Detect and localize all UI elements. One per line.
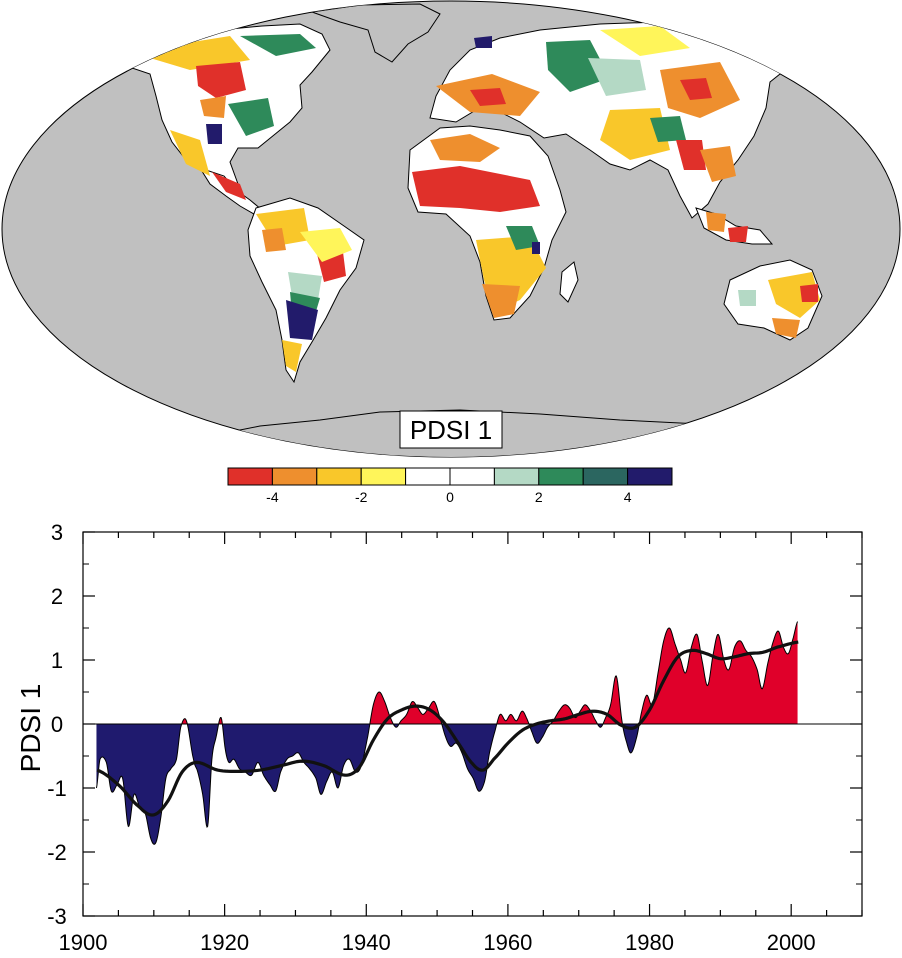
pc-area-fill: [96, 621, 798, 845]
positive-area: [639, 621, 798, 724]
colorbar: -4 -2 0 2 4: [227, 467, 673, 505]
colorbar-labels: -4 -2 0 2 4: [266, 489, 632, 505]
y-tick-label: -2: [47, 840, 67, 865]
x-tick-label: 1960: [483, 930, 532, 955]
negative-area: [528, 724, 551, 744]
landmass-madagascar: [559, 261, 579, 303]
colorbar-swatches: [227, 467, 673, 486]
negative-area: [393, 724, 400, 728]
negative-area: [222, 724, 370, 795]
pc-smoothed-line: [96, 640, 799, 817]
landmass-greenland: [311, 3, 441, 63]
y-axis-label: PDSI 1: [15, 684, 46, 773]
pdsi-timeseries-chart: -3 -2 -1 0 1 2 3 1900 1920 1940 1960 1980 2000 PDSI…: [15, 520, 863, 955]
y-tick-label: 1: [51, 648, 63, 673]
y-tick-label: 3: [51, 520, 63, 545]
x-tick-label: 1940: [342, 930, 391, 955]
pc-raw-line: [95, 621, 799, 845]
x-tick-label: 1920: [200, 930, 249, 955]
colorbar-tick-label: 0: [446, 489, 454, 505]
colorbar-tick-label: 4: [624, 489, 632, 505]
colorbar-swatch: [493, 467, 540, 486]
colorbar-swatch: [582, 467, 629, 486]
y-tick-label: -1: [47, 776, 67, 801]
colorbar-swatch: [538, 467, 584, 486]
x-tick-label: 1900: [59, 930, 108, 955]
y-tick-label: 2: [51, 584, 63, 609]
negative-area: [96, 724, 182, 845]
negative-area: [622, 724, 640, 753]
y-tick-label: 0: [51, 712, 63, 737]
y-axis: -3 -2 -1 0 1 2 3: [47, 520, 862, 929]
negative-area: [187, 724, 219, 828]
positive-area: [369, 692, 394, 724]
map-label: PDSI 1: [410, 415, 492, 445]
colorbar-swatch: [360, 467, 407, 486]
colorbar-swatch: [316, 467, 362, 486]
x-axis: 1900 1920 1940 1960 1980 2000: [59, 532, 863, 955]
y-tick-label: -3: [47, 904, 67, 929]
colorbar-tick-label: -4: [266, 489, 279, 505]
colorbar-tick-label: -2: [355, 489, 368, 505]
colorbar-swatch: [405, 467, 451, 486]
colorbar-swatch: [449, 467, 495, 486]
x-tick-label: 2000: [767, 930, 816, 955]
colorbar-swatch: [627, 467, 673, 486]
colorbar-swatch: [227, 467, 273, 486]
x-tick-label: 1980: [625, 930, 674, 955]
pdsi-spatial-map: PDSI 1: [1, 0, 901, 458]
map-label-box: [399, 410, 503, 449]
colorbar-tick-label: 2: [535, 489, 543, 505]
colorbar-swatch: [271, 467, 318, 486]
positive-area: [602, 676, 623, 724]
